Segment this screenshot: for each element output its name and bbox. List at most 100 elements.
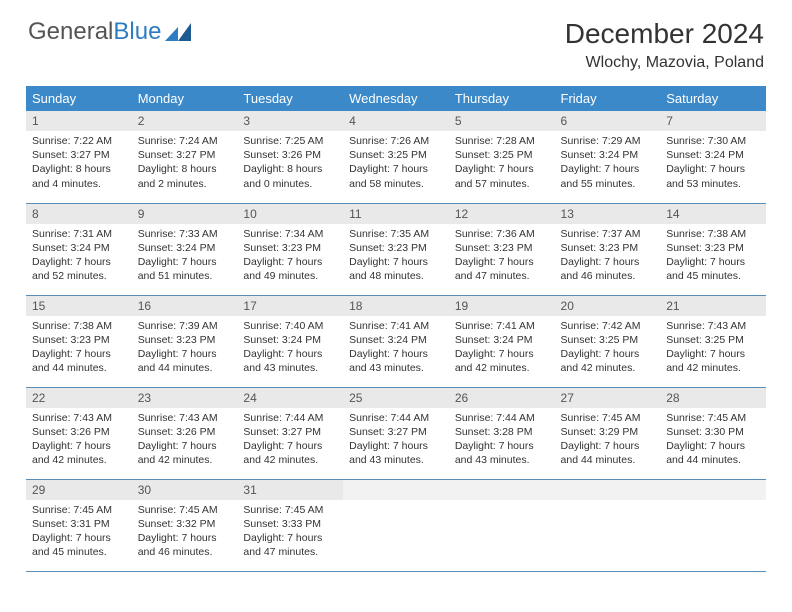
day-number: 12 xyxy=(449,204,555,224)
daylight-line: Daylight: 7 hours and 42 minutes. xyxy=(455,347,549,375)
calendar-week: 1Sunrise: 7:22 AMSunset: 3:27 PMDaylight… xyxy=(26,111,766,203)
day-number: 30 xyxy=(132,480,238,500)
sunset-line: Sunset: 3:33 PM xyxy=(243,517,337,531)
calendar-cell: 14Sunrise: 7:38 AMSunset: 3:23 PMDayligh… xyxy=(660,203,766,295)
daylight-line: Daylight: 7 hours and 46 minutes. xyxy=(561,255,655,283)
daylight-line: Daylight: 8 hours and 4 minutes. xyxy=(32,162,126,190)
sunset-line: Sunset: 3:23 PM xyxy=(349,241,443,255)
calendar-cell: 31Sunrise: 7:45 AMSunset: 3:33 PMDayligh… xyxy=(237,479,343,571)
calendar-table: SundayMondayTuesdayWednesdayThursdayFrid… xyxy=(26,86,766,572)
day-number: 2 xyxy=(132,111,238,131)
day-body: Sunrise: 7:26 AMSunset: 3:25 PMDaylight:… xyxy=(343,131,449,195)
day-body: Sunrise: 7:43 AMSunset: 3:26 PMDaylight:… xyxy=(26,408,132,472)
sunrise-line: Sunrise: 7:36 AM xyxy=(455,227,549,241)
sunrise-line: Sunrise: 7:29 AM xyxy=(561,134,655,148)
day-body: Sunrise: 7:45 AMSunset: 3:33 PMDaylight:… xyxy=(237,500,343,564)
day-header: Wednesday xyxy=(343,86,449,111)
day-number: 27 xyxy=(555,388,661,408)
day-body: Sunrise: 7:29 AMSunset: 3:24 PMDaylight:… xyxy=(555,131,661,195)
day-number: 20 xyxy=(555,296,661,316)
daylight-line: Daylight: 7 hours and 47 minutes. xyxy=(455,255,549,283)
calendar-cell: 10Sunrise: 7:34 AMSunset: 3:23 PMDayligh… xyxy=(237,203,343,295)
calendar-cell: 6Sunrise: 7:29 AMSunset: 3:24 PMDaylight… xyxy=(555,111,661,203)
sunrise-line: Sunrise: 7:43 AM xyxy=(666,319,760,333)
day-number: 9 xyxy=(132,204,238,224)
day-body: Sunrise: 7:43 AMSunset: 3:25 PMDaylight:… xyxy=(660,316,766,380)
sunset-line: Sunset: 3:23 PM xyxy=(455,241,549,255)
sunrise-line: Sunrise: 7:41 AM xyxy=(349,319,443,333)
day-body: Sunrise: 7:45 AMSunset: 3:29 PMDaylight:… xyxy=(555,408,661,472)
sunset-line: Sunset: 3:25 PM xyxy=(561,333,655,347)
day-number: 10 xyxy=(237,204,343,224)
day-body: Sunrise: 7:44 AMSunset: 3:28 PMDaylight:… xyxy=(449,408,555,472)
day-body xyxy=(449,500,555,560)
day-number: 6 xyxy=(555,111,661,131)
day-number xyxy=(555,480,661,500)
day-body xyxy=(343,500,449,560)
sunset-line: Sunset: 3:30 PM xyxy=(666,425,760,439)
calendar-cell: 28Sunrise: 7:45 AMSunset: 3:30 PMDayligh… xyxy=(660,387,766,479)
day-header: Thursday xyxy=(449,86,555,111)
sunset-line: Sunset: 3:25 PM xyxy=(455,148,549,162)
calendar-cell: 13Sunrise: 7:37 AMSunset: 3:23 PMDayligh… xyxy=(555,203,661,295)
sunrise-line: Sunrise: 7:45 AM xyxy=(32,503,126,517)
sunrise-line: Sunrise: 7:26 AM xyxy=(349,134,443,148)
calendar-cell: 12 Sunrise: 7:36 AMSunset: 3:23 PMDayligh… xyxy=(449,203,555,295)
calendar-cell: 22Sunrise: 7:43 AMSunset: 3:26 PMDayligh… xyxy=(26,387,132,479)
day-body: Sunrise: 7:38 AMSunset: 3:23 PMDaylight:… xyxy=(660,224,766,288)
calendar-cell: 24Sunrise: 7:44 AMSunset: 3:27 PMDayligh… xyxy=(237,387,343,479)
sunrise-line: Sunrise: 7:35 AM xyxy=(349,227,443,241)
logo-text-1: General xyxy=(28,18,113,46)
calendar-cell: 19Sunrise: 7:41 AMSunset: 3:24 PMDayligh… xyxy=(449,295,555,387)
sunrise-line: Sunrise: 7:25 AM xyxy=(243,134,337,148)
sunset-line: Sunset: 3:26 PM xyxy=(243,148,337,162)
sunset-line: Sunset: 3:23 PM xyxy=(666,241,760,255)
daylight-line: Daylight: 7 hours and 45 minutes. xyxy=(666,255,760,283)
day-number: 22 xyxy=(26,388,132,408)
day-body: Sunrise: 7:41 AMSunset: 3:24 PMDaylight:… xyxy=(343,316,449,380)
daylight-line: Daylight: 7 hours and 43 minutes. xyxy=(349,347,443,375)
day-body: Sunrise: 7:37 AMSunset: 3:23 PMDaylight:… xyxy=(555,224,661,288)
sunset-line: Sunset: 3:23 PM xyxy=(32,333,126,347)
sunrise-line: Sunrise: 7:43 AM xyxy=(32,411,126,425)
day-number: 23 xyxy=(132,388,238,408)
calendar-cell: 7Sunrise: 7:30 AMSunset: 3:24 PMDaylight… xyxy=(660,111,766,203)
calendar-cell xyxy=(343,479,449,571)
daylight-line: Daylight: 8 hours and 2 minutes. xyxy=(138,162,232,190)
sunset-line: Sunset: 3:29 PM xyxy=(561,425,655,439)
sunrise-line: Sunrise: 7:43 AM xyxy=(138,411,232,425)
logo-text-2: Blue xyxy=(113,18,161,46)
sunrise-line: Sunrise: 7:41 AM xyxy=(455,319,549,333)
day-number: 31 xyxy=(237,480,343,500)
day-body: Sunrise: 7:39 AMSunset: 3:23 PMDaylight:… xyxy=(132,316,238,380)
calendar-cell: 2Sunrise: 7:24 AMSunset: 3:27 PMDaylight… xyxy=(132,111,238,203)
sunset-line: Sunset: 3:31 PM xyxy=(32,517,126,531)
day-header: Friday xyxy=(555,86,661,111)
calendar-cell: 9Sunrise: 7:33 AMSunset: 3:24 PMDaylight… xyxy=(132,203,238,295)
calendar-cell xyxy=(660,479,766,571)
daylight-line: Daylight: 7 hours and 46 minutes. xyxy=(138,531,232,559)
calendar-cell: 3Sunrise: 7:25 AMSunset: 3:26 PMDaylight… xyxy=(237,111,343,203)
day-number: 16 xyxy=(132,296,238,316)
calendar-cell: 4Sunrise: 7:26 AMSunset: 3:25 PMDaylight… xyxy=(343,111,449,203)
sunrise-line: Sunrise: 7:45 AM xyxy=(561,411,655,425)
day-body: Sunrise: 7:24 AMSunset: 3:27 PMDaylight:… xyxy=(132,131,238,195)
sunrise-line: Sunrise: 7:42 AM xyxy=(561,319,655,333)
day-number xyxy=(449,480,555,500)
header: GeneralBlue December 2024 Wlochy, Mazovi… xyxy=(0,0,792,82)
sunset-line: Sunset: 3:24 PM xyxy=(455,333,549,347)
sunrise-line: Sunrise: 7:22 AM xyxy=(32,134,126,148)
calendar-cell: 1Sunrise: 7:22 AMSunset: 3:27 PMDaylight… xyxy=(26,111,132,203)
day-number: 19 xyxy=(449,296,555,316)
sunset-line: Sunset: 3:25 PM xyxy=(666,333,760,347)
day-number: 7 xyxy=(660,111,766,131)
calendar-cell: 30Sunrise: 7:45 AMSunset: 3:32 PMDayligh… xyxy=(132,479,238,571)
sunrise-line: Sunrise: 7:31 AM xyxy=(32,227,126,241)
day-body: Sunrise: 7:33 AMSunset: 3:24 PMDaylight:… xyxy=(132,224,238,288)
location: Wlochy, Mazovia, Poland xyxy=(565,54,764,72)
sunset-line: Sunset: 3:27 PM xyxy=(243,425,337,439)
day-body: Sunrise: 7:41 AMSunset: 3:24 PMDaylight:… xyxy=(449,316,555,380)
calendar-cell: 27Sunrise: 7:45 AMSunset: 3:29 PMDayligh… xyxy=(555,387,661,479)
day-header: Monday xyxy=(132,86,238,111)
sunset-line: Sunset: 3:28 PM xyxy=(455,425,549,439)
